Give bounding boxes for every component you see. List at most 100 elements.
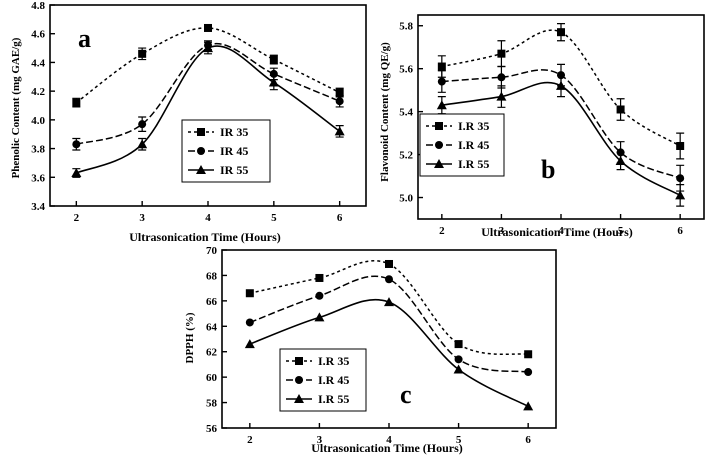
panel-a-y-tick-label: 3.6 <box>31 172 45 184</box>
panel-c-data-point <box>385 259 393 268</box>
panel-a-data-point <box>269 55 278 64</box>
panel-c-data-point <box>245 318 254 327</box>
panel-b-legend-label: I.R 45 <box>458 138 489 152</box>
panel-a-legend-box <box>181 119 271 183</box>
panel-a-y-tick-label: 4.2 <box>31 86 45 98</box>
panel-b-flavonoid-chart: Flavonoid Content (mg QE/g) Ultrasonicat… <box>379 14 705 239</box>
panel-c-data-point <box>523 401 534 411</box>
panel-b-legend-marker <box>435 141 443 149</box>
panel-c-data-point <box>453 364 464 374</box>
panel-c-series-3 <box>244 297 534 411</box>
panel-c-series-line <box>249 259 529 356</box>
panel-b-x-tick-label: 3 <box>499 225 505 237</box>
panel-c-legend: I.R 35 I.R 45 I.R 55 <box>279 348 367 412</box>
panel-a-legend: IR 35 IR 45 IR 55 <box>181 119 271 183</box>
panel-b-data-point <box>437 62 446 71</box>
panel-c-data-point <box>315 291 324 300</box>
panel-a-legend-marker <box>196 165 206 174</box>
panel-b-x-tick-label: 5 <box>618 225 624 237</box>
panel-a-x-tick-label: 4 <box>205 212 211 224</box>
panel-c-legend-marker <box>295 376 303 384</box>
panel-c-letter: c <box>400 380 412 409</box>
panel-c-data-point <box>314 312 325 322</box>
panel-a-data-point <box>72 98 81 107</box>
panel-c-y-tick-label: 70 <box>206 245 218 257</box>
panel-a-data-point <box>335 88 344 97</box>
panel-a-y-tick-label: 4.4 <box>31 57 45 69</box>
panel-a-data-point <box>72 140 81 149</box>
panel-a-legend-marker <box>197 128 205 136</box>
panel-a-legend-label: IR 35 <box>220 125 248 139</box>
panel-c-legend-label: I.R 45 <box>318 373 349 387</box>
panel-a-x-tick-label: 3 <box>139 212 145 224</box>
panel-c-data-point <box>315 273 324 282</box>
panel-a-y-tick-label: 3.4 <box>31 201 45 213</box>
panel-a-data-point <box>334 126 345 136</box>
panel-b-y-tick-label: 5.0 <box>399 193 413 205</box>
panel-c-legend-box <box>279 348 367 412</box>
panel-a-phenolic-chart: Phenolic Content (mg GAE/g) Ultrasonicat… <box>10 0 367 244</box>
panel-b-data-point <box>676 141 685 150</box>
panel-c-legend-marker <box>294 394 304 403</box>
panel-a-data-point <box>137 139 148 149</box>
panel-a-data-point <box>203 43 213 53</box>
panel-a-x-tick-label: 2 <box>74 212 80 224</box>
panel-a-series-line <box>75 27 341 104</box>
panel-c-data-point <box>244 339 255 349</box>
panel-b-y-tick-label: 5.4 <box>399 107 413 119</box>
panel-b-x-tick-label: 2 <box>439 225 445 237</box>
panel-a-legend-marker <box>197 147 205 155</box>
panel-c-x-tick-label: 3 <box>317 434 323 446</box>
panel-c-data-point <box>524 368 533 377</box>
panel-a-letter: a <box>78 24 91 53</box>
panel-a-y-tick-label: 4.6 <box>31 29 45 41</box>
panel-c-x-tick-label: 2 <box>247 434 253 446</box>
panel-c-y-tick-label: 68 <box>206 270 218 282</box>
panel-c-legend-marker <box>295 357 303 365</box>
panel-c-ylabel: DPPH (%) <box>184 312 196 363</box>
panel-b-data-point <box>497 73 506 82</box>
panel-a-legend-label: IR 45 <box>220 144 248 158</box>
panel-c-y-tick-label: 60 <box>206 372 218 384</box>
panel-c-data-point <box>245 289 254 298</box>
panel-c-dpph-chart: DPPH (%) Ultrasonication Time (Hours) c … <box>184 245 557 455</box>
panel-a-data-point <box>204 23 212 32</box>
panel-a-ylabel: Phenolic Content (mg GAE/g) <box>10 37 22 178</box>
panel-c-y-tick-label: 64 <box>206 321 218 333</box>
panel-c-series-line <box>249 275 529 373</box>
panel-c-x-tick-label: 5 <box>456 434 462 446</box>
panel-c-data-point <box>385 275 393 284</box>
panel-a-series-3 <box>71 41 345 178</box>
panel-b-legend-marker <box>434 159 444 168</box>
panel-b-series-1 <box>437 22 685 160</box>
panel-b-legend: I.R 35 I.R 45 I.R 55 <box>419 113 505 177</box>
panel-c-data-point <box>384 297 394 307</box>
panel-b-y-tick-label: 5.2 <box>399 150 413 162</box>
panel-b-x-tick-label: 4 <box>558 225 564 237</box>
panel-c-x-tick-label: 4 <box>386 434 392 446</box>
panel-a-legend-label: IR 55 <box>220 163 248 177</box>
panel-c-series-1 <box>245 259 533 359</box>
panel-b-data-point <box>437 77 446 86</box>
panel-b-legend-label: I.R 35 <box>458 119 489 133</box>
panel-b-legend-marker <box>435 122 443 130</box>
panel-c-y-tick-label: 66 <box>206 296 218 308</box>
panel-c-xlabel: Ultrasonication Time (Hours) <box>311 441 463 455</box>
panel-a-data-point <box>335 97 344 106</box>
panel-a-y-tick-label: 4.8 <box>31 0 45 12</box>
panel-b-series-line <box>441 29 681 147</box>
panel-a-series-1 <box>72 23 344 108</box>
panel-c-y-tick-label: 58 <box>206 398 218 410</box>
panel-b-data-point <box>556 80 566 90</box>
panel-a-x-tick-label: 5 <box>271 212 277 224</box>
panel-b-data-point <box>675 190 686 200</box>
panel-b-data-point <box>615 156 626 166</box>
panel-b-legend-label: I.R 55 <box>458 157 489 171</box>
panel-c-data-point <box>454 340 463 349</box>
panel-a-data-point <box>71 167 82 177</box>
panel-b-data-point <box>557 28 565 37</box>
panel-c-data-point <box>454 355 463 364</box>
panel-a-y-tick-label: 3.8 <box>31 144 45 156</box>
panel-a-data-point <box>138 120 147 129</box>
